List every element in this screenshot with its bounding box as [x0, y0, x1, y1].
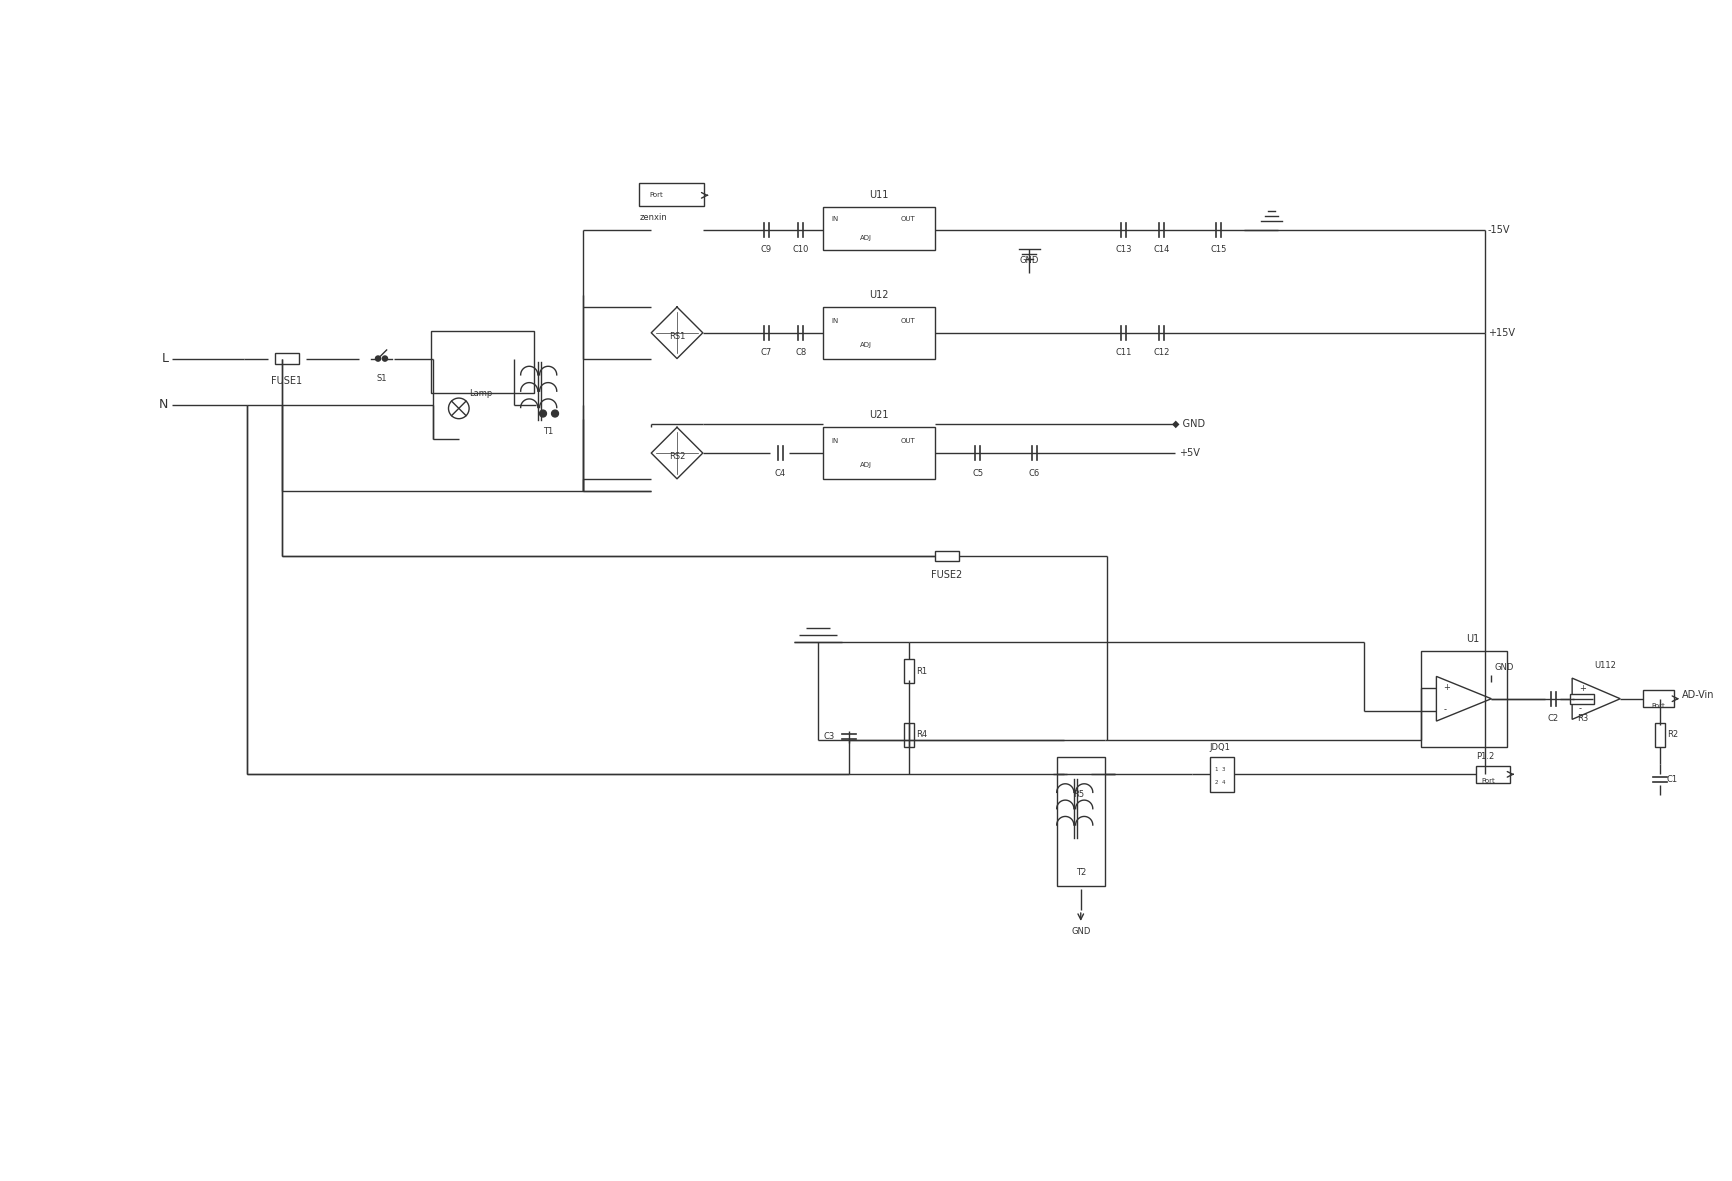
Text: C9: C9	[760, 246, 772, 254]
Bar	[823, 428, 935, 478]
Bar	[1420, 651, 1507, 746]
Text: C7: C7	[760, 348, 772, 357]
Text: GND: GND	[1070, 927, 1091, 937]
Text: U12: U12	[869, 291, 889, 300]
Text: 2  4: 2 4	[1214, 781, 1225, 785]
Text: FUSE2: FUSE2	[932, 570, 963, 580]
Text: R2: R2	[1666, 730, 1678, 739]
Text: IN: IN	[831, 216, 838, 222]
Text: +5V: +5V	[1179, 448, 1200, 458]
Text: ◆ GND: ◆ GND	[1173, 419, 1205, 429]
Text: C13: C13	[1115, 246, 1133, 254]
Text: C11: C11	[1115, 348, 1133, 357]
Text: U112: U112	[1593, 660, 1616, 670]
Text: N: N	[159, 398, 168, 411]
Text: R5: R5	[1074, 790, 1084, 798]
Text: OUT: OUT	[901, 216, 914, 222]
Text: U1: U1	[1465, 634, 1479, 644]
Text: 1  3: 1 3	[1214, 766, 1225, 771]
Text: C1: C1	[1666, 775, 1678, 784]
Text: ADJ: ADJ	[861, 235, 871, 241]
Bar	[1642, 690, 1673, 707]
Text: C14: C14	[1154, 246, 1169, 254]
Text: Port: Port	[1651, 703, 1664, 709]
Text: RS1: RS1	[669, 332, 686, 341]
Bar	[823, 307, 935, 359]
Text: IN: IN	[831, 318, 838, 324]
Text: C5: C5	[972, 469, 984, 477]
Bar	[639, 183, 705, 205]
Text: OUT: OUT	[901, 438, 914, 444]
Bar	[904, 659, 914, 684]
Text: C4: C4	[774, 469, 786, 477]
Text: R1: R1	[916, 667, 927, 676]
Bar	[935, 552, 960, 561]
Bar	[904, 723, 914, 746]
Text: R3: R3	[1576, 715, 1588, 723]
Bar	[431, 331, 535, 393]
Circle shape	[383, 355, 388, 361]
Text: S1: S1	[376, 374, 386, 383]
Text: ADJ: ADJ	[861, 341, 871, 348]
Text: OUT: OUT	[901, 318, 914, 324]
Bar	[1209, 757, 1233, 791]
Text: Port: Port	[1481, 778, 1495, 784]
Text: C10: C10	[793, 246, 809, 254]
Text: JDQ1: JDQ1	[1209, 743, 1230, 752]
Bar	[275, 353, 300, 364]
Text: +: +	[1580, 684, 1587, 693]
Text: -: -	[1580, 705, 1581, 713]
Text: +: +	[1443, 683, 1450, 692]
Text: Port: Port	[650, 193, 663, 198]
Text: +15V: +15V	[1488, 328, 1516, 338]
Text: R4: R4	[916, 730, 927, 739]
Circle shape	[540, 410, 546, 417]
Text: GND: GND	[1495, 664, 1514, 672]
Text: C3: C3	[824, 732, 835, 740]
Bar	[1571, 693, 1595, 704]
Text: U21: U21	[869, 411, 889, 420]
Text: ADJ: ADJ	[861, 462, 871, 468]
Text: C2: C2	[1548, 715, 1559, 723]
Text: C8: C8	[795, 348, 807, 357]
Text: U11: U11	[869, 190, 889, 201]
Text: IN: IN	[831, 438, 838, 444]
Text: RS2: RS2	[669, 452, 686, 461]
Text: AD-Vin: AD-Vin	[1682, 691, 1715, 700]
Text: T1: T1	[544, 426, 553, 436]
Text: -: -	[1443, 705, 1446, 715]
Bar	[823, 208, 935, 250]
Circle shape	[551, 410, 558, 417]
Text: T2: T2	[1076, 868, 1086, 877]
Text: Lamp: Lamp	[469, 389, 492, 398]
Text: GND: GND	[1020, 256, 1039, 265]
Text: FUSE1: FUSE1	[272, 376, 303, 386]
Circle shape	[376, 355, 381, 361]
Text: C15: C15	[1211, 246, 1226, 254]
Text: C12: C12	[1154, 348, 1169, 357]
Bar	[1067, 769, 1091, 779]
Text: C6: C6	[1029, 469, 1039, 477]
Bar	[1057, 757, 1105, 886]
Text: P1.2: P1.2	[1476, 751, 1495, 761]
Text: L: L	[161, 352, 168, 365]
Text: -15V: -15V	[1488, 224, 1510, 235]
Text: zenxin: zenxin	[639, 213, 667, 222]
Bar	[1476, 765, 1510, 783]
Bar	[1654, 723, 1664, 746]
